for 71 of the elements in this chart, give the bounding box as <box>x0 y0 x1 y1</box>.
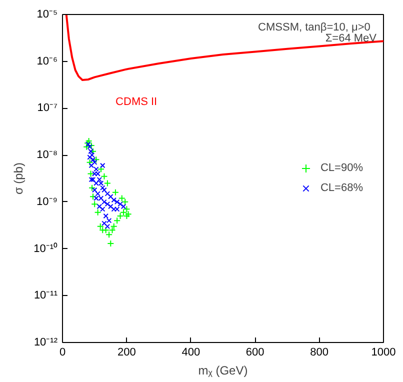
y-tick-label: 10⁻⁷ <box>37 102 58 114</box>
point <box>111 206 116 212</box>
y-tick-label: 10⁻⁶ <box>36 55 58 68</box>
point <box>100 206 106 212</box>
point <box>100 185 106 190</box>
point <box>86 158 94 166</box>
point <box>123 206 130 213</box>
line-series <box>65 14 384 82</box>
point <box>120 204 126 210</box>
point <box>92 160 98 165</box>
point <box>120 208 127 216</box>
point <box>94 166 99 172</box>
point <box>98 166 105 173</box>
y-tick-label: 10⁻⁵ <box>36 8 58 20</box>
x-tick-label: 0 <box>59 346 66 358</box>
point <box>100 162 106 168</box>
y-tick-label: 10⁻⁹ <box>36 196 58 208</box>
x-tick-label: 800 <box>310 346 328 358</box>
point <box>108 204 114 210</box>
point <box>122 198 129 206</box>
point <box>114 206 120 212</box>
text: CDMS II <box>116 96 158 108</box>
point <box>124 210 132 218</box>
legend-label: CL=68% <box>320 182 363 194</box>
point <box>104 191 110 196</box>
y-axis-title: σ (pb) <box>12 162 26 195</box>
point <box>114 199 120 205</box>
y-tick-label: 10⁻⁸ <box>36 149 58 162</box>
point <box>100 172 108 180</box>
x-tick-label: 1000 <box>371 346 396 358</box>
point <box>118 194 126 202</box>
point <box>102 199 107 205</box>
point <box>94 208 102 216</box>
point <box>87 170 94 178</box>
y-tick-label: 10⁻¹² <box>34 336 58 348</box>
x-axis-title: mᵪ (GeV) <box>198 364 248 378</box>
point <box>92 156 100 164</box>
point <box>89 193 96 200</box>
point <box>104 180 111 187</box>
x-tick-label: 400 <box>182 346 200 358</box>
point <box>96 204 102 210</box>
point <box>95 171 100 176</box>
point <box>107 240 114 247</box>
point <box>123 212 130 220</box>
x-tick-label: 600 <box>246 346 264 358</box>
point <box>102 187 107 193</box>
point <box>88 184 96 192</box>
y-tick-label: 10⁻¹¹ <box>34 290 58 302</box>
point <box>103 213 108 219</box>
point <box>111 197 116 203</box>
point <box>118 201 123 207</box>
point <box>95 191 100 196</box>
point <box>88 148 94 154</box>
point <box>104 201 110 207</box>
point <box>87 154 92 160</box>
point <box>102 226 110 234</box>
x-tick-label: 200 <box>118 346 136 358</box>
annotation: CMSSM, tanβ=10, μ>0 <box>258 22 370 34</box>
annotation: Σ=64 MeV <box>325 32 378 44</box>
point <box>92 171 98 176</box>
point <box>92 187 98 193</box>
legend-label: CL=90% <box>320 162 363 174</box>
point <box>87 144 92 150</box>
y-tick-label: 10⁻¹⁰ <box>34 242 58 255</box>
point <box>91 200 98 208</box>
point <box>90 156 96 162</box>
point <box>96 222 104 230</box>
point <box>88 162 94 168</box>
point <box>108 194 114 200</box>
point <box>112 188 119 196</box>
point <box>104 224 110 230</box>
